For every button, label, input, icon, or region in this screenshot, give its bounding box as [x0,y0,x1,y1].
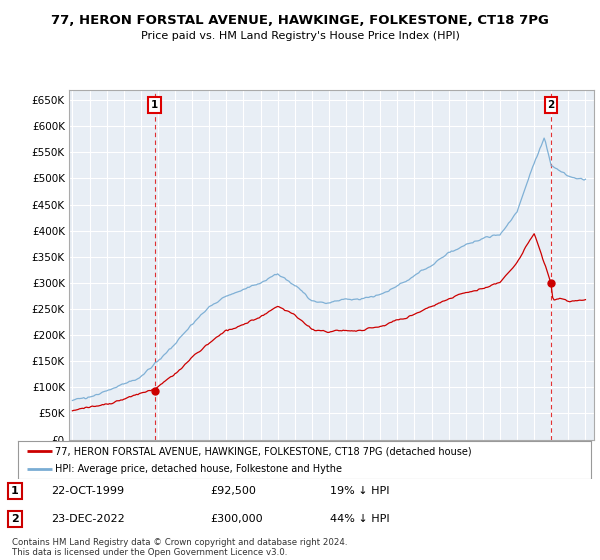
Text: 22-OCT-1999: 22-OCT-1999 [51,486,124,496]
Text: 23-DEC-2022: 23-DEC-2022 [51,514,125,524]
Text: 19% ↓ HPI: 19% ↓ HPI [330,486,389,496]
Text: 1: 1 [11,486,19,496]
Text: 2: 2 [547,100,554,110]
Text: 77, HERON FORSTAL AVENUE, HAWKINGE, FOLKESTONE, CT18 7PG: 77, HERON FORSTAL AVENUE, HAWKINGE, FOLK… [51,14,549,27]
Text: 44% ↓ HPI: 44% ↓ HPI [330,514,389,524]
Text: 77, HERON FORSTAL AVENUE, HAWKINGE, FOLKESTONE, CT18 7PG (detached house): 77, HERON FORSTAL AVENUE, HAWKINGE, FOLK… [55,446,472,456]
Text: £92,500: £92,500 [210,486,256,496]
Text: 1: 1 [151,100,158,110]
Text: £300,000: £300,000 [210,514,263,524]
Text: Price paid vs. HM Land Registry's House Price Index (HPI): Price paid vs. HM Land Registry's House … [140,31,460,41]
Text: HPI: Average price, detached house, Folkestone and Hythe: HPI: Average price, detached house, Folk… [55,464,342,474]
Text: 2: 2 [11,514,19,524]
Text: Contains HM Land Registry data © Crown copyright and database right 2024.
This d: Contains HM Land Registry data © Crown c… [12,538,347,557]
